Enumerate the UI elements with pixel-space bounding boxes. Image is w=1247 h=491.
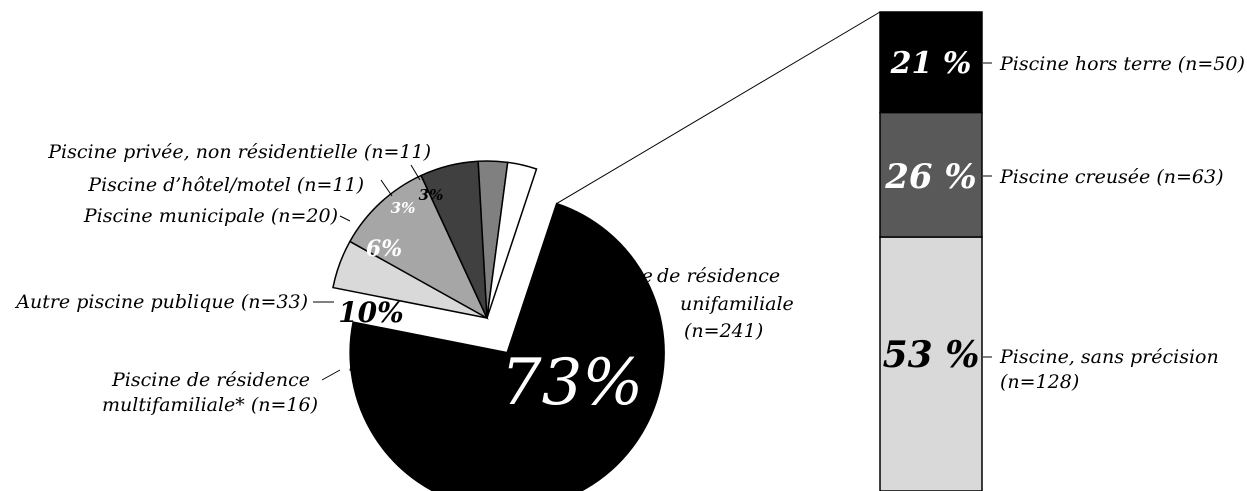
bar-pct-label-hors-terre: 21 %: [890, 46, 972, 81]
pie-slice-unifamiliale: [349, 202, 665, 491]
slice-pct-label-multifamiliale: 5%: [349, 355, 379, 376]
pie-slices: [332, 160, 665, 491]
slice-pct-label-municipale: 6%: [366, 236, 402, 262]
bar-label-sans-precision-line2: (n=128): [1000, 371, 1079, 393]
bar-segment-creusee: [879, 111, 983, 238]
pie-slice-privee: [486, 161, 538, 319]
slice-label-multifamiliale-line1: Piscine de résidence: [111, 369, 310, 391]
slice-label-multifamiliale-line2: multifamiliale* (n=16): [102, 394, 318, 416]
connector-line-top: [556, 11, 881, 205]
bar-label-creusee: Piscine creusée (n=63): [999, 166, 1224, 188]
connector-lines: [556, 11, 881, 205]
slice-name-unifamiliale-line3: unifamiliale: [680, 293, 794, 315]
leader-line-multifamiliale: [321, 369, 341, 381]
leader-line-municipale: [339, 215, 351, 222]
slice-name-unifamiliale-line2: de résidence: [657, 265, 780, 287]
slice-label-hotel: Piscine d’hôtel/motel (n=11): [87, 174, 364, 196]
bar-segment-hors-terre: [879, 11, 983, 114]
bar-segment-sans-precision: [879, 236, 983, 491]
leader-line-privee: [410, 164, 421, 181]
slice-name-unifamiliale-line4: (n=241): [684, 320, 763, 342]
bar-pct-label-creusee: 26 %: [884, 157, 976, 197]
slice-label-autre-publique: Autre piscine publique (n=33): [14, 291, 308, 313]
bar-pct-label-sans-precision: 53 %: [883, 334, 980, 376]
slice-pct-label-unifamiliale: 73%: [501, 346, 643, 420]
bar-label-hors-terre: Piscine hors terre (n=50): [999, 53, 1245, 75]
leader-line-hotel: [380, 179, 393, 197]
slice-pct-label-privee: 3%: [419, 186, 444, 204]
slice-label-privee: Piscine privée, non résidentielle (n=11): [47, 141, 431, 163]
stacked-bar: [879, 11, 983, 491]
slice-pct-label-autre-publique: 10%: [338, 296, 404, 329]
bar-label-sans-precision-line1: Piscine, sans précision: [999, 346, 1219, 368]
slice-pct-label-hotel: 3%: [391, 199, 416, 217]
slice-name-unifamiliale-line1: Piscine: [583, 265, 653, 287]
slice-label-municipale: Piscine municipale (n=20): [83, 205, 338, 227]
